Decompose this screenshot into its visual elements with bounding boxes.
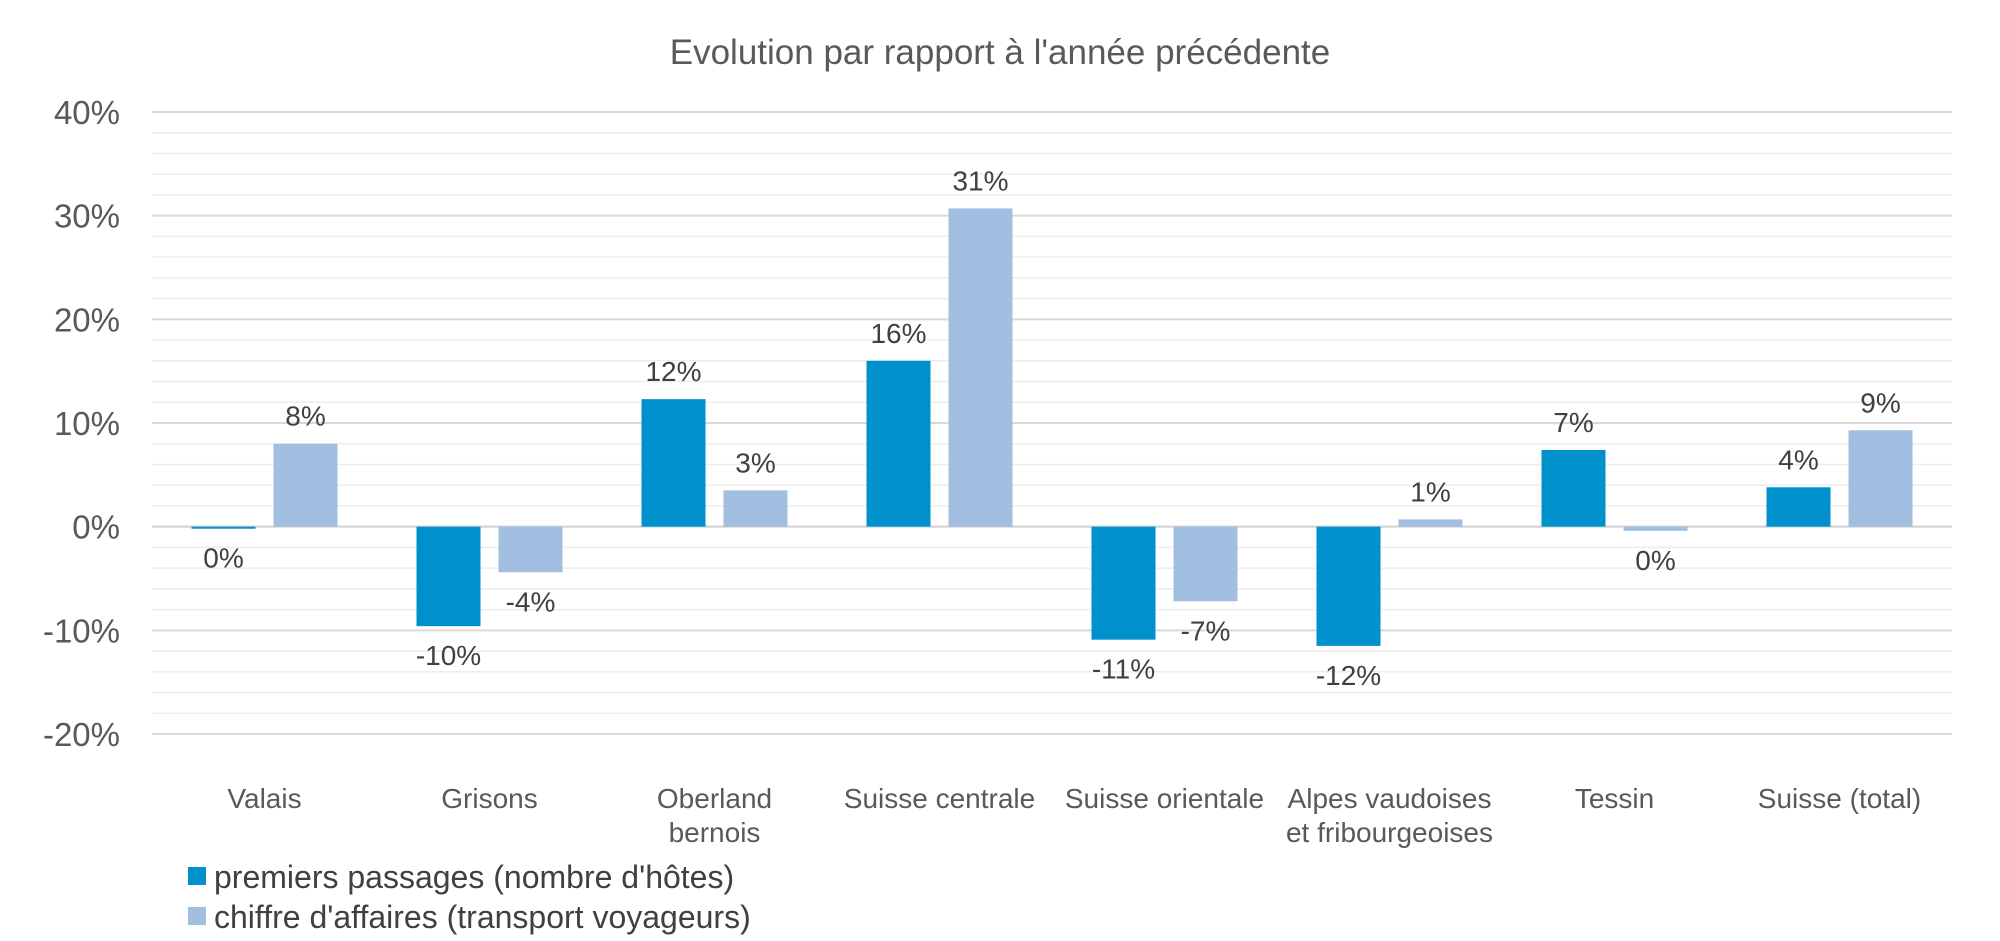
x-category-label: Grisons (441, 783, 537, 814)
bar (1848, 430, 1913, 527)
x-category-label: Suisse centrale (844, 783, 1035, 814)
x-category-label: Suisse orientale (1065, 783, 1264, 814)
y-tick-label: -20% (43, 716, 120, 753)
bar (948, 208, 1013, 527)
legend-swatch (188, 907, 206, 925)
bar (273, 443, 338, 527)
data-label: -12% (1316, 660, 1381, 691)
bar (1173, 526, 1238, 602)
bar (1316, 526, 1381, 646)
bar (641, 399, 706, 527)
y-tick-label: 0% (72, 509, 120, 546)
y-tick-label: -10% (43, 612, 120, 649)
x-category-label: Alpes vaudoises et fribourgeoises (1286, 783, 1493, 848)
data-label: -10% (416, 640, 481, 671)
bar (866, 360, 931, 527)
bar (498, 526, 563, 573)
bar (416, 526, 481, 627)
bar (723, 490, 788, 527)
x-category-label: Suisse (total) (1758, 783, 1921, 814)
data-label: -11% (1092, 654, 1155, 685)
x-category-label: Valais (227, 783, 301, 814)
bar (1091, 526, 1156, 640)
chart-title: Evolution par rapport à l'année précéden… (670, 33, 1330, 72)
y-tick-label: 30% (54, 198, 120, 235)
y-tick-label: 10% (54, 405, 120, 442)
y-tick-label: 20% (54, 301, 120, 338)
x-category-label: Tessin (1575, 783, 1654, 814)
data-label: 8% (285, 401, 325, 432)
legend-swatch (188, 867, 206, 885)
bar (1766, 487, 1831, 527)
x-axis-categories: Valais Grisons Oberland bernois Suisse centr… (227, 783, 1921, 848)
y-axis: 40% 30% 20% 10% 0% -10% -20% (43, 94, 120, 753)
grid-lines (152, 111, 1952, 735)
data-label: -4% (506, 586, 556, 617)
data-label: 16% (870, 318, 926, 349)
bar (1398, 519, 1463, 527)
legend: premiers passages (nombre d'hôtes) chiffr… (188, 859, 751, 935)
y-tick-label: 40% (54, 94, 120, 131)
data-label: 1% (1410, 476, 1450, 507)
data-label: 3% (735, 447, 775, 478)
data-label: 7% (1553, 407, 1593, 438)
legend-label: chiffre d'affaires (transport voyageurs) (214, 899, 751, 935)
bars (191, 208, 1913, 646)
bar (1623, 526, 1688, 531)
legend-label: premiers passages (nombre d'hôtes) (214, 859, 734, 895)
data-labels: 0% -10% 12% 16% -11% -12% 7% 4% 8% -4% 3% 31% -7% 1% 0… (203, 165, 1900, 690)
data-label: 12% (645, 356, 701, 387)
data-label: 9% (1860, 387, 1900, 418)
data-label: 4% (1778, 444, 1818, 475)
data-label: 0% (1635, 545, 1675, 576)
bar (1541, 449, 1606, 527)
data-label: 31% (952, 165, 1008, 196)
x-category-label: Oberland bernois (657, 783, 772, 848)
data-label: 0% (203, 543, 243, 574)
data-label: -7% (1181, 615, 1231, 646)
bar (191, 526, 256, 529)
